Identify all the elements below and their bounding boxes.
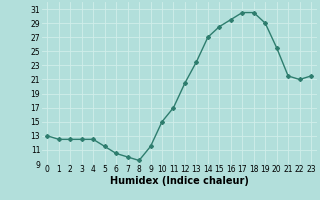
X-axis label: Humidex (Indice chaleur): Humidex (Indice chaleur)	[110, 176, 249, 186]
